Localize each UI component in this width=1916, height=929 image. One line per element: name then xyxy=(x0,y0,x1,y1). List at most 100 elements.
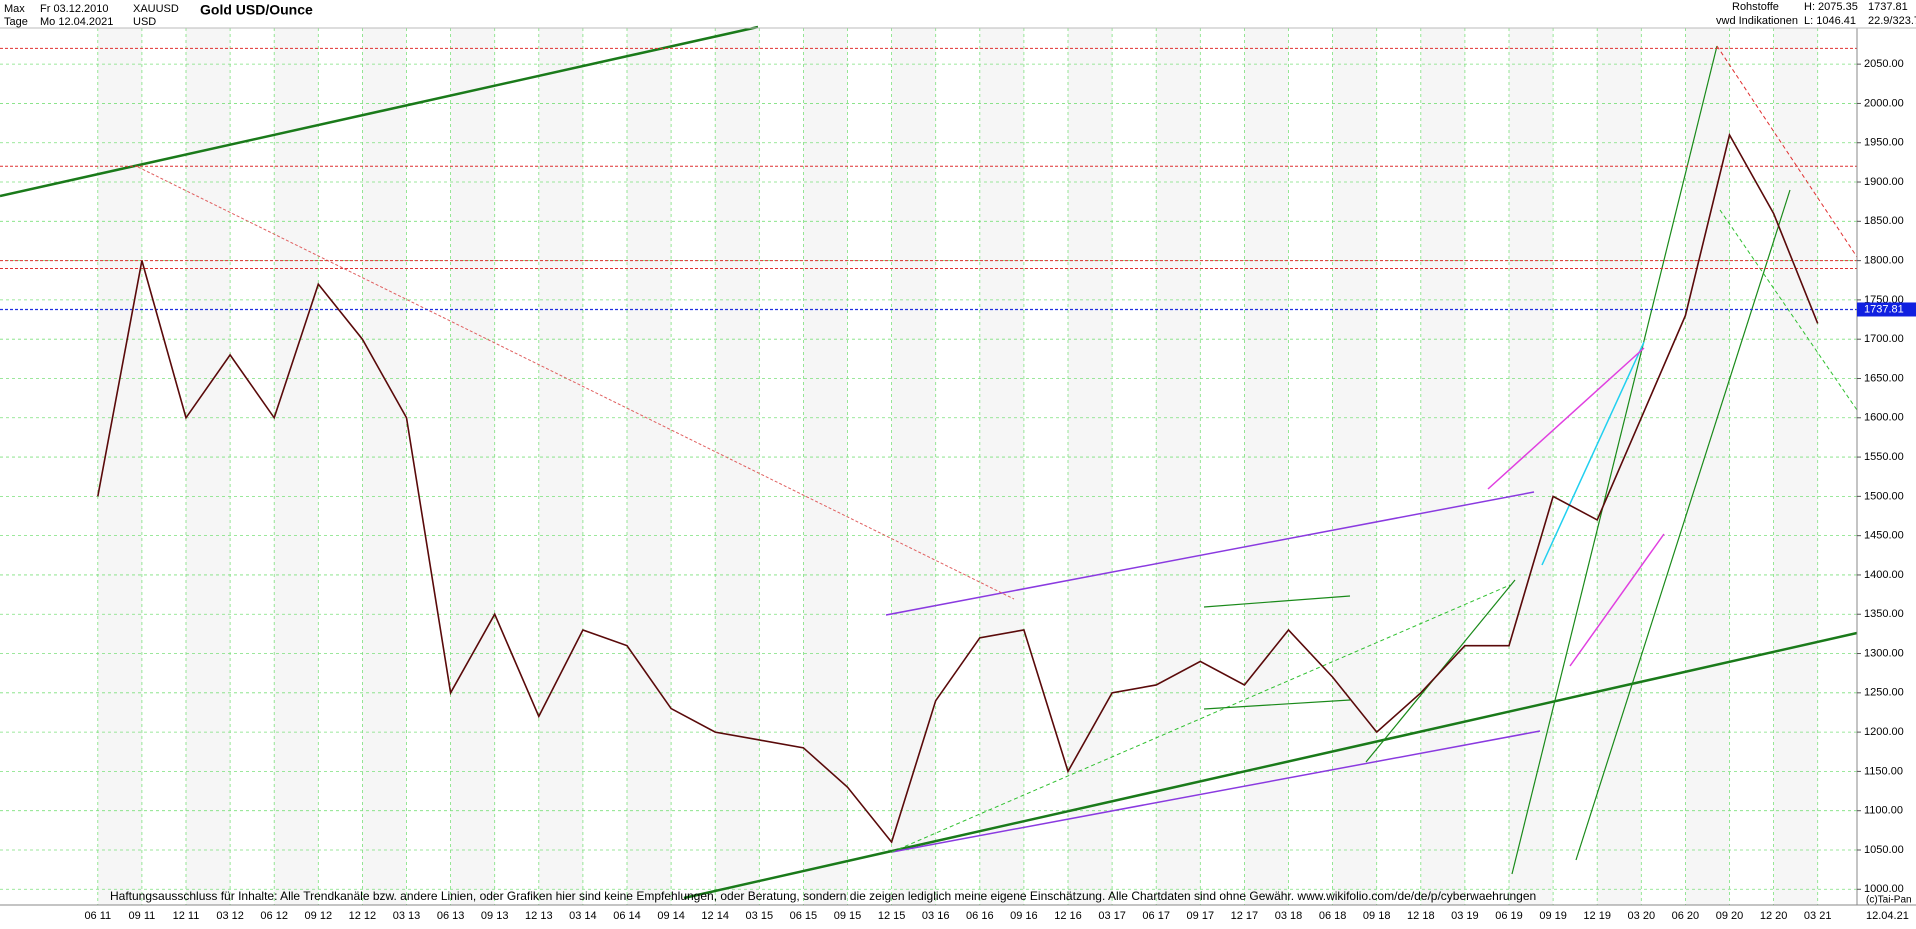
y-tick-label: 1900.00 xyxy=(1864,176,1904,188)
trend-line xyxy=(1716,45,1858,258)
axis: 1000.00 1050.00 1100.00 1150.00 1200.00 1250.… xyxy=(84,58,1916,922)
trend-line xyxy=(1487,347,1645,490)
band xyxy=(97,28,142,905)
y-tick-label: 1600.00 xyxy=(1864,412,1904,424)
trend-line xyxy=(1203,699,1351,710)
range[interactable]: Max xyxy=(4,3,25,15)
band xyxy=(1685,28,1730,905)
trend-line xyxy=(1569,533,1665,667)
trend-line xyxy=(0,25,759,198)
band xyxy=(803,28,848,905)
y-tick-label: 2050.00 xyxy=(1864,58,1904,70)
band xyxy=(274,28,319,905)
group: Rohstoffe xyxy=(1732,1,1779,13)
y-tick-label: 1700.00 xyxy=(1864,333,1904,345)
x-tick-label: 03 12 xyxy=(216,910,244,922)
x-tick-label: 09 19 xyxy=(1539,910,1567,922)
x-tick-label: 03 16 xyxy=(922,910,950,922)
x-tick-label: 12 17 xyxy=(1231,910,1259,922)
trend-line xyxy=(1541,341,1645,566)
copyright: (c)Tai-Pan xyxy=(1866,895,1912,906)
x-tick-label: 03 21 xyxy=(1804,910,1832,922)
x-tick-label: 06 13 xyxy=(437,910,465,922)
x-tick-label: 06 15 xyxy=(790,910,818,922)
x-tick-label: 09 12 xyxy=(305,910,333,922)
axis-panel xyxy=(1857,28,1916,905)
y-tick-label: 1100.00 xyxy=(1864,805,1903,817)
x-tick-label: 09 15 xyxy=(834,910,862,922)
x-tick-label: 03 14 xyxy=(569,910,597,922)
y-tick-label: 1150.00 xyxy=(1864,765,1903,777)
y-tick-label: 2000.00 xyxy=(1864,97,1904,109)
trend-line xyxy=(1511,45,1718,875)
trend-line xyxy=(1719,209,1858,411)
band xyxy=(979,28,1024,905)
x-tick-label: 03 15 xyxy=(746,910,774,922)
y-tick-label: 1500.00 xyxy=(1864,490,1904,502)
y-tick-label: 1400.00 xyxy=(1864,569,1904,581)
last-price: 1737.81 xyxy=(1868,1,1908,13)
x-tick-label: 12 12 xyxy=(349,910,377,922)
band xyxy=(186,28,231,905)
trend-line xyxy=(1575,189,1791,861)
y-tick-label: 1200.00 xyxy=(1864,726,1904,738)
y-tick-label: 1350.00 xyxy=(1864,608,1904,620)
low: L: 1046.41 xyxy=(1804,15,1856,27)
period[interactable]: Tage xyxy=(4,16,28,28)
y-tick-label: 1300.00 xyxy=(1864,647,1904,659)
band xyxy=(627,28,672,905)
trend-line xyxy=(137,166,1015,600)
currency: USD xyxy=(133,16,156,28)
x-tick-label: 12 15 xyxy=(878,910,906,922)
x-tick-label: 12 11 xyxy=(173,910,200,922)
band xyxy=(891,28,936,905)
band xyxy=(715,28,760,905)
x-tick-label: 06 18 xyxy=(1319,910,1347,922)
high: H: 2075.35 xyxy=(1804,1,1858,13)
y-tick-label: 1550.00 xyxy=(1864,451,1904,463)
x-tick-label: 09 17 xyxy=(1187,910,1215,922)
y-tick-label: 1950.00 xyxy=(1864,137,1904,149)
band xyxy=(1156,28,1201,905)
x-tick-label: 03 17 xyxy=(1098,910,1126,922)
x-tick-label: 06 19 xyxy=(1495,910,1523,922)
last-date: 12.04.21 xyxy=(1866,910,1909,922)
x-tick-label: 09 14 xyxy=(657,910,685,922)
trend-line xyxy=(885,491,1535,616)
x-tick-label: 12 19 xyxy=(1583,910,1611,922)
trend-line xyxy=(1203,595,1351,608)
x-tick-label: 09 11 xyxy=(129,910,156,922)
band xyxy=(1597,28,1642,905)
x-tick-label: 09 16 xyxy=(1010,910,1038,922)
bands xyxy=(97,28,1818,905)
trend-lines xyxy=(0,25,1858,900)
band xyxy=(450,28,495,905)
x-tick-label: 06 11 xyxy=(84,910,111,922)
start-date: Fr 03.12.2010 xyxy=(40,3,109,15)
x-tick-label: 09 18 xyxy=(1363,910,1391,922)
x-tick-label: 12 14 xyxy=(701,910,729,922)
x-tick-label: 06 14 xyxy=(613,910,641,922)
x-tick-label: 06 16 xyxy=(966,910,994,922)
band xyxy=(362,28,407,905)
x-tick-label: 03 19 xyxy=(1451,910,1479,922)
trend-line xyxy=(891,584,1511,853)
x-tick-label: 12 18 xyxy=(1407,910,1435,922)
price-line xyxy=(97,132,1819,844)
x-tick-label: 03 13 xyxy=(393,910,421,922)
y-tick-label: 1250.00 xyxy=(1864,687,1904,699)
trend-line xyxy=(891,730,1541,853)
y-tick-label: 1650.00 xyxy=(1864,372,1904,384)
symbol: XAUUSD xyxy=(133,3,179,15)
x-tick-label: 09 20 xyxy=(1716,910,1744,922)
x-tick-label: 06 12 xyxy=(260,910,288,922)
band xyxy=(1244,28,1289,905)
end-date: Mo 12.04.2021 xyxy=(40,16,113,28)
x-tick-label: 03 20 xyxy=(1628,910,1656,922)
band xyxy=(1509,28,1554,905)
x-tick-label: 09 13 xyxy=(481,910,509,922)
band xyxy=(538,28,583,905)
y-tick-label: 1000.00 xyxy=(1864,883,1904,895)
